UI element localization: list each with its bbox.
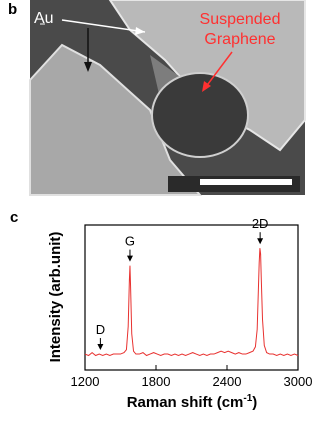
peak-label: G	[125, 234, 135, 249]
x-tick-label: 1200	[71, 374, 100, 389]
x-axis-label-sup: -1	[243, 393, 252, 404]
sample-label: Graphene	[204, 31, 275, 48]
peak-arrow-head	[126, 255, 133, 262]
spectrum-line	[84, 248, 299, 357]
panel-label: c	[10, 209, 18, 226]
x-tick-label: 2400	[213, 374, 242, 389]
raman-chart: Intensity (arb.unit) Raman shift (cm-1) …	[47, 216, 312, 411]
sample-label: Suspended	[200, 11, 281, 28]
peak-label: D	[96, 322, 105, 337]
au-label: Au	[34, 10, 54, 27]
peak-arrow-head	[257, 238, 264, 245]
x-axis-label: Raman shift (cm-1)	[127, 393, 258, 411]
peak-label: 2D	[252, 216, 269, 231]
x-axis-label-end: )	[252, 394, 257, 411]
x-tick-label: 3000	[284, 374, 313, 389]
y-axis-label: Intensity (arb.unit)	[47, 232, 64, 363]
x-axis-label-text: Raman shift (cm	[127, 394, 244, 411]
plot-frame	[84, 224, 299, 371]
peak-arrow-head	[97, 344, 104, 351]
x-tick-label: 1800	[142, 374, 171, 389]
sem-image: Au Suspended Graphene	[29, 0, 306, 196]
panel-label: b	[8, 1, 17, 18]
